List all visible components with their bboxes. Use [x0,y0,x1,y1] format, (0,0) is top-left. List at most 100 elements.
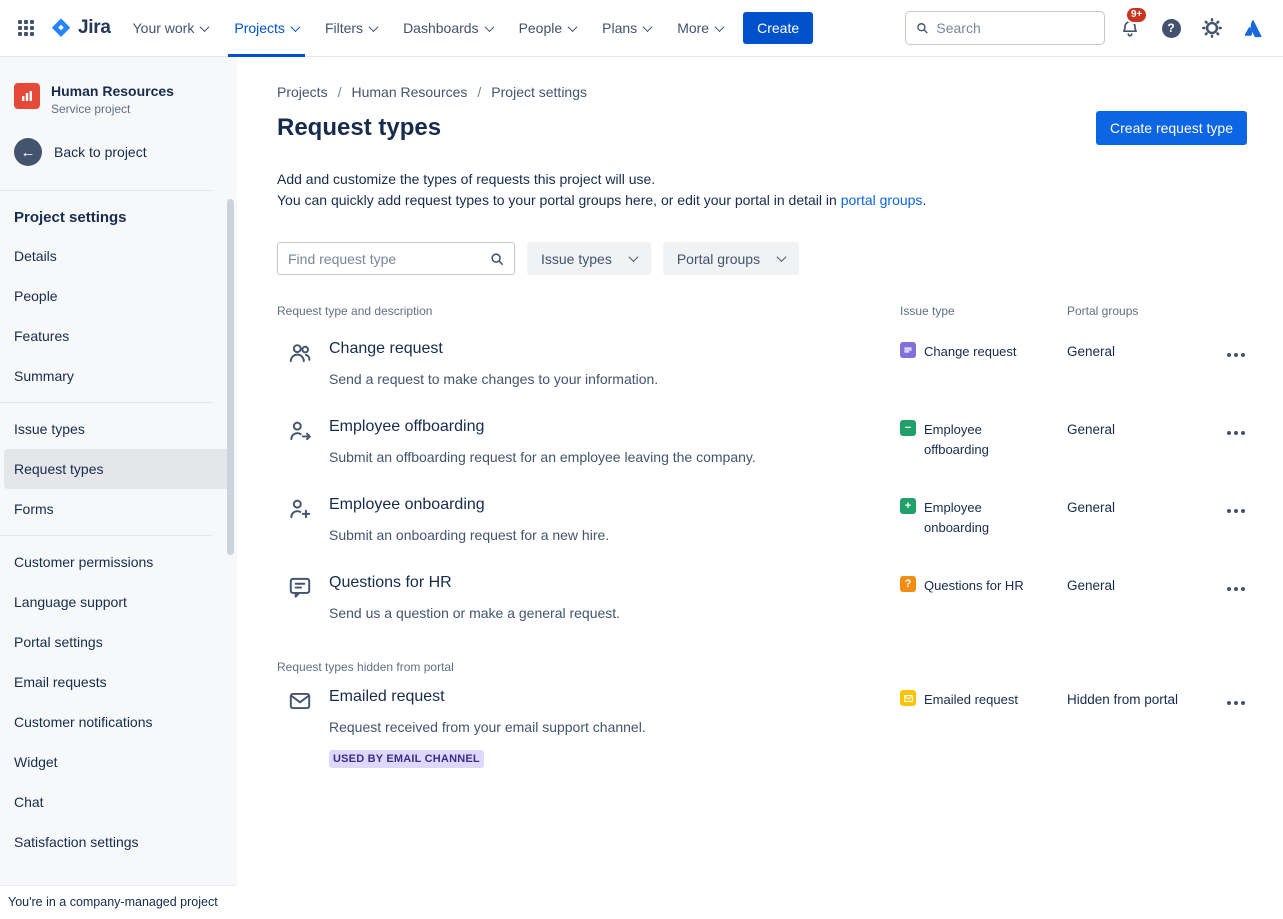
request-type-name[interactable]: Change request [329,340,443,357]
global-search [905,11,1105,45]
row-actions-menu-button[interactable] [1225,504,1247,518]
project-avatar [14,83,40,109]
search-icon [917,23,928,34]
people-group-icon [287,340,313,366]
request-type-name[interactable]: Employee onboarding [329,496,485,513]
find-request-type-input[interactable] [288,250,473,267]
hidden-section-label: Request types hidden from portal [277,660,454,674]
breadcrumb-separator: / [337,84,342,100]
sidebar-item-request-types[interactable]: Request types [4,449,233,489]
breadcrumb-separator: / [477,84,482,100]
chevron-down-icon [199,21,210,32]
app-switcher-button[interactable] [10,12,42,44]
nav-item-more[interactable]: More [671,0,729,57]
portal-group-value: General [1067,344,1116,359]
portal-groups-filter-dropdown[interactable]: Portal groups [662,242,800,275]
top-navigation: Jira Your work Projects Filters Dashboar… [0,0,1283,57]
column-issue-type: Issue type [900,304,955,318]
used-by-email-channel-badge: USED BY EMAIL CHANNEL [329,750,484,768]
settings-button[interactable] [1196,12,1228,44]
chevron-down-icon [368,21,379,32]
chevron-down-icon [628,252,639,263]
table-row: Change request Send a request to make ch… [277,326,1247,404]
chevron-down-icon [290,21,301,32]
row-actions-menu-button[interactable] [1225,348,1247,362]
portal-groups-link[interactable]: portal groups [840,192,923,208]
request-type-name[interactable]: Questions for HR [329,574,452,591]
portal-group-value: General [1067,422,1116,437]
divider [0,190,213,191]
jira-wordmark: Jira [78,17,111,38]
atlassian-logo [1237,12,1269,44]
project-settings-sidebar: Human Resources Service project ← Back t… [0,57,237,919]
sidebar-item-widget[interactable]: Widget [14,754,58,770]
divider [0,535,213,536]
chevron-down-icon [776,252,787,263]
breadcrumb-human-resources[interactable]: Human Resources [351,84,468,100]
issue-types-filter-dropdown[interactable]: Issue types [527,242,651,275]
nav-item-your-work[interactable]: Your work [127,0,215,57]
intro-line-2: You can quickly add request types to you… [277,192,841,208]
notifications-button[interactable]: 9+ [1114,6,1149,44]
person-onboard-icon [287,496,313,522]
search-input[interactable] [936,20,1094,36]
sidebar-item-email-requests[interactable]: Email requests [14,674,107,690]
atlassian-icon [1244,20,1262,38]
person-offboard-icon [287,418,313,444]
nav-item-people[interactable]: People [513,0,583,57]
sidebar-item-satisfaction-settings[interactable]: Satisfaction settings [14,834,139,850]
chevron-down-icon [714,21,725,32]
request-type-description: Send us a question or make a general req… [329,605,621,621]
onboarding-issue-icon: + [900,498,916,514]
page-description: Add and customize the types of requests … [277,169,1247,211]
sidebar-item-summary[interactable]: Summary [14,368,74,384]
find-request-type-field [277,242,515,275]
sidebar-item-people[interactable]: People [14,288,58,304]
sidebar-item-issue-types[interactable]: Issue types [14,421,85,437]
request-types-page: Projects / Human Resources / Project set… [237,57,1283,919]
request-type-name[interactable]: Emailed request [329,688,445,705]
issue-type-label: Emailed request [924,692,1018,707]
row-actions-menu-button[interactable] [1225,426,1247,440]
project-header: Human Resources Service project [0,73,237,122]
portal-group-value: General [1067,578,1116,593]
breadcrumb: Projects / Human Resources / Project set… [277,84,1247,100]
create-request-type-button[interactable]: Create request type [1096,111,1247,145]
back-to-project-button[interactable]: ← Back to project [0,122,237,184]
topnav-right: 9+ ? [905,6,1269,45]
sidebar-item-details[interactable]: Details [14,248,57,264]
sidebar-item-customer-permissions[interactable]: Customer permissions [14,554,154,570]
request-type-description: Submit an offboarding request for an emp… [329,449,756,465]
nav-item-filters[interactable]: Filters [319,0,383,57]
table-row: Employee offboarding Submit an offboardi… [277,404,1247,482]
intro-line-2-period: . [922,192,927,208]
nav-item-projects[interactable]: Projects [228,0,305,57]
project-type: Service project [51,102,131,116]
jira-logo[interactable]: Jira [50,17,111,39]
nav-item-dashboards[interactable]: Dashboards [397,0,499,57]
issue-type-label: Questions for HR [924,578,1024,593]
column-portal-groups: Portal groups [1067,304,1139,318]
help-button[interactable]: ? [1155,12,1187,44]
help-icon: ? [1161,18,1181,38]
table-row: Emailed request Request received from yo… [277,674,1247,783]
chevron-down-icon [642,21,653,32]
nav-item-plans[interactable]: Plans [596,0,657,57]
breadcrumb-projects[interactable]: Projects [277,84,328,100]
sidebar-item-features[interactable]: Features [14,328,70,344]
request-type-name[interactable]: Employee offboarding [329,418,485,435]
create-button[interactable]: Create [743,12,814,44]
row-actions-menu-button[interactable] [1225,582,1247,596]
breadcrumb-project-settings[interactable]: Project settings [491,84,588,100]
sidebar-item-forms[interactable]: Forms [14,501,54,517]
row-actions-menu-button[interactable] [1225,696,1247,710]
sidebar-item-chat[interactable]: Chat [14,794,44,810]
portal-group-value: General [1067,500,1116,515]
sidebar-scrollbar[interactable] [227,199,234,555]
sidebar-item-language-support[interactable]: Language support [14,594,127,610]
project-type-note: You're in a company-managed project [0,885,237,919]
sidebar-item-customer-notifications[interactable]: Customer notifications [14,714,153,730]
sidebar-item-portal-settings[interactable]: Portal settings [14,634,103,650]
divider [0,402,213,403]
table-row: Questions for HR Send us a question or m… [277,560,1247,638]
